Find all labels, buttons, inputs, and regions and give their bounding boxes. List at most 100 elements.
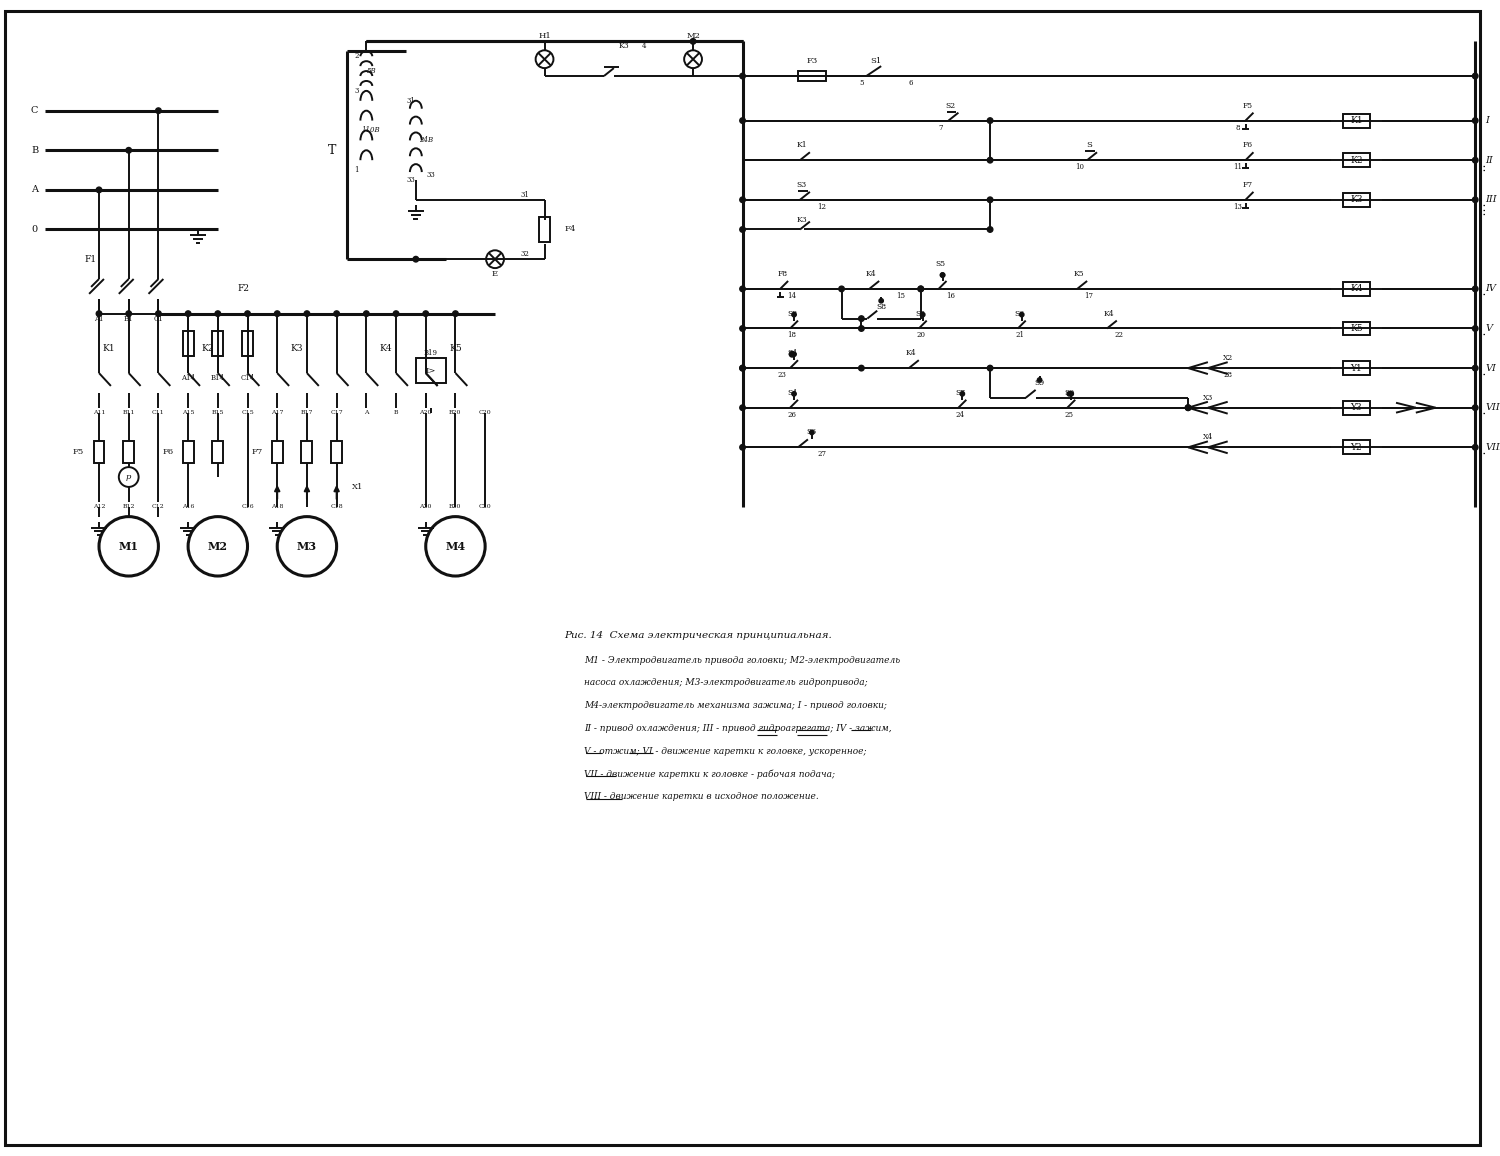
- Circle shape: [1473, 157, 1478, 163]
- Text: II - привод охлаждения; III - привод гидроагрегата; IV - зажим,: II - привод охлаждения; III - привод гид…: [584, 724, 892, 733]
- Circle shape: [740, 287, 746, 291]
- Circle shape: [1473, 326, 1478, 332]
- Bar: [213, 331, 223, 356]
- Text: K5: K5: [1074, 271, 1084, 279]
- Text: X2: X2: [1222, 354, 1233, 362]
- Text: 22: 22: [1114, 332, 1124, 340]
- Circle shape: [740, 118, 746, 124]
- Circle shape: [1070, 392, 1074, 397]
- Text: 7: 7: [939, 124, 944, 132]
- Text: K3: K3: [796, 215, 807, 223]
- Circle shape: [918, 287, 924, 291]
- Text: F7: F7: [251, 449, 262, 457]
- Circle shape: [393, 311, 399, 317]
- Text: 31: 31: [406, 97, 416, 105]
- Text: K5: K5: [448, 343, 462, 353]
- Text: A: A: [32, 185, 38, 194]
- Bar: [1342, 321, 1371, 335]
- Text: A12: A12: [93, 504, 105, 509]
- Circle shape: [1473, 365, 1478, 371]
- Bar: [1342, 440, 1371, 454]
- Text: A17: A17: [272, 410, 284, 415]
- Circle shape: [214, 311, 220, 317]
- Bar: [123, 442, 134, 464]
- Circle shape: [684, 50, 702, 68]
- Text: B11: B11: [123, 410, 135, 415]
- Circle shape: [99, 517, 159, 576]
- Text: S9: S9: [1064, 388, 1074, 397]
- Circle shape: [1185, 405, 1191, 410]
- Bar: [416, 358, 446, 383]
- Text: K1: K1: [796, 141, 807, 149]
- Text: VII - движение каретки к головке - рабочая подача;: VII - движение каретки к головке - рабоч…: [584, 769, 836, 779]
- Circle shape: [278, 517, 336, 576]
- Text: B12: B12: [123, 504, 135, 509]
- Text: K2: K2: [1350, 156, 1362, 164]
- Bar: [183, 442, 194, 464]
- Bar: [1342, 361, 1371, 375]
- Text: 23: 23: [777, 371, 786, 379]
- Text: A14: A14: [182, 375, 195, 381]
- Text: I: I: [1485, 116, 1490, 125]
- Text: S6: S6: [1014, 310, 1025, 318]
- Text: B15: B15: [211, 410, 223, 415]
- Circle shape: [740, 445, 746, 450]
- Bar: [1342, 113, 1371, 127]
- Circle shape: [987, 157, 993, 163]
- Text: 5B: 5B: [366, 67, 376, 75]
- Circle shape: [740, 197, 746, 202]
- Text: S5: S5: [915, 310, 926, 318]
- Text: F2: F2: [237, 284, 249, 294]
- Circle shape: [1473, 445, 1478, 450]
- Text: S8: S8: [788, 310, 796, 318]
- Circle shape: [810, 430, 814, 435]
- Text: S5: S5: [936, 260, 945, 268]
- Text: VIII - движение каретки в исходное положение.: VIII - движение каретки в исходное полож…: [584, 792, 819, 801]
- Text: A20: A20: [420, 410, 432, 415]
- Circle shape: [188, 517, 248, 576]
- Text: M4: M4: [446, 541, 465, 551]
- Text: 32: 32: [520, 250, 530, 258]
- Text: 18: 18: [788, 332, 796, 340]
- Text: A15: A15: [182, 410, 195, 415]
- Circle shape: [792, 353, 796, 356]
- Text: K4: K4: [380, 343, 393, 353]
- Circle shape: [274, 311, 280, 317]
- Circle shape: [792, 392, 796, 397]
- Circle shape: [789, 351, 795, 357]
- Text: III: III: [1485, 195, 1497, 205]
- Text: S8: S8: [876, 303, 886, 311]
- Bar: [1342, 282, 1371, 296]
- Circle shape: [987, 227, 993, 232]
- Circle shape: [118, 467, 138, 487]
- Text: 13: 13: [1233, 202, 1242, 210]
- Text: C20: C20: [478, 504, 492, 509]
- Text: 33: 33: [406, 176, 416, 184]
- Circle shape: [96, 187, 102, 193]
- Circle shape: [96, 311, 102, 317]
- Text: 16: 16: [946, 291, 956, 299]
- Text: 14: 14: [788, 291, 796, 299]
- Text: 11: 11: [1233, 163, 1242, 171]
- Text: K3: K3: [618, 43, 628, 51]
- Text: S3: S3: [796, 181, 807, 188]
- Text: 1: 1: [354, 166, 358, 175]
- Bar: [1342, 401, 1371, 415]
- Text: S6: S6: [807, 429, 818, 437]
- Bar: [302, 442, 312, 464]
- Circle shape: [740, 365, 746, 371]
- Circle shape: [987, 118, 993, 124]
- Text: II: II: [1485, 156, 1492, 164]
- Text: C12: C12: [152, 504, 165, 509]
- Text: M3: M3: [297, 541, 316, 551]
- Circle shape: [918, 287, 924, 291]
- Text: 25: 25: [1065, 410, 1074, 418]
- Text: F5: F5: [1242, 102, 1252, 110]
- Text: F3: F3: [806, 57, 818, 65]
- Text: F5: F5: [74, 449, 84, 457]
- Text: 0: 0: [32, 225, 38, 234]
- Text: C15: C15: [242, 410, 254, 415]
- Circle shape: [304, 311, 309, 317]
- Circle shape: [423, 311, 429, 317]
- Text: C16: C16: [242, 504, 254, 509]
